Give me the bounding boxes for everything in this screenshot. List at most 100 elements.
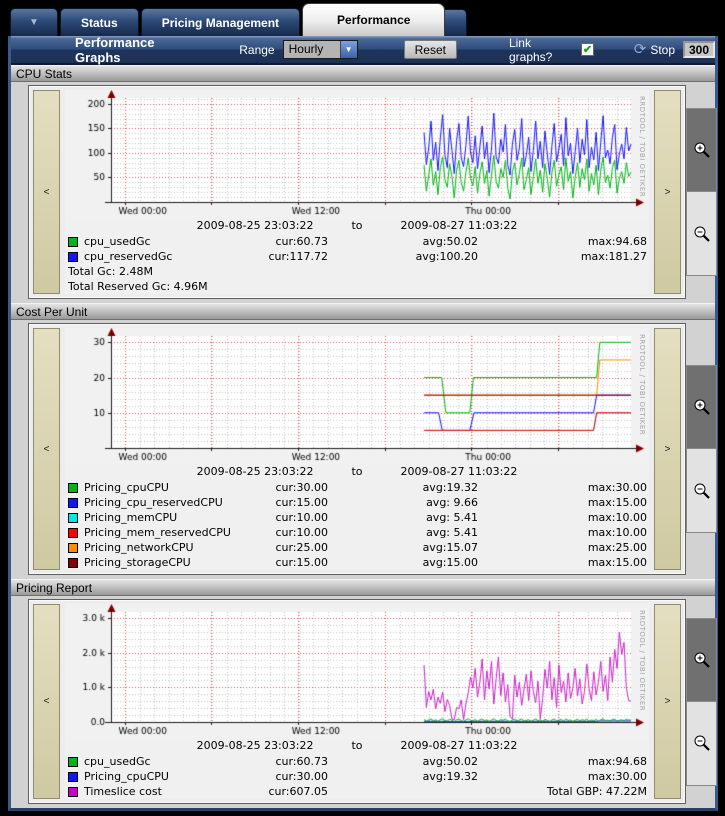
legend-cur: cur:15.00 bbox=[275, 556, 328, 569]
zoom-controls bbox=[686, 85, 717, 299]
legend-max: max:10.00 bbox=[587, 511, 647, 524]
legend-cur: cur:10.00 bbox=[275, 511, 328, 524]
legend-total-line: Total Reserved Gc: 4.96M bbox=[68, 280, 208, 293]
legend-max: max:25.00 bbox=[587, 541, 647, 554]
section-header-cost-per-unit: Cost Per Unit bbox=[11, 303, 715, 320]
zoom-in-icon bbox=[694, 652, 710, 668]
legend-name: Pricing_cpu_reservedCPU bbox=[84, 496, 223, 509]
tab-menu-button[interactable]: ▼ bbox=[10, 8, 58, 36]
scroll-left-button[interactable]: < bbox=[33, 328, 60, 570]
graph-area: RRDTOOL / TOBI OETIKER 2009-08-25 23:03:… bbox=[65, 90, 649, 294]
legend-cur: cur:607.05 bbox=[268, 785, 328, 798]
graph-panel-pricing-report: < RRDTOOL / TOBI OETIKER 2009-08-25 23:0… bbox=[28, 599, 686, 804]
zoom-out-button[interactable] bbox=[687, 701, 716, 785]
refresh-interval-input[interactable] bbox=[683, 41, 715, 58]
link-graphs-checkbox[interactable]: ✔ bbox=[581, 43, 594, 56]
cpu-stats-graph[interactable] bbox=[65, 90, 649, 218]
stop-button[interactable]: Stop bbox=[650, 42, 675, 57]
graph-legend: cpu_usedGc cur:60.73 avg:50.02 max:94.68 Pri… bbox=[68, 754, 647, 799]
pricing-report-graph[interactable] bbox=[65, 604, 649, 738]
tab-pricing-management[interactable]: Pricing Management bbox=[140, 8, 301, 36]
tab-status[interactable]: Status bbox=[60, 8, 139, 36]
series-swatch-icon bbox=[68, 771, 78, 782]
legend-avg: avg: 5.41 bbox=[426, 511, 478, 524]
refresh-icon[interactable]: ⟳ bbox=[633, 40, 647, 58]
range-select[interactable]: Hourly ▼ bbox=[282, 40, 358, 59]
legend-max: Total GBP: 47.22M bbox=[546, 785, 647, 798]
series-swatch-icon bbox=[68, 756, 78, 767]
section-header-pricing-report: Pricing Report bbox=[11, 579, 715, 596]
legend-row: Pricing_storageCPU cur:15.00 avg:15.00 max:… bbox=[68, 555, 647, 570]
legend-name: cpu_reservedGc bbox=[84, 250, 173, 263]
legend-avg: avg:50.02 bbox=[422, 755, 478, 768]
legend-row: Pricing_cpuCPU cur:30.00 avg:19.32 max:30.0… bbox=[68, 769, 647, 784]
graph-legend: Pricing_cpuCPU cur:30.00 avg:19.32 max:30.0… bbox=[68, 480, 647, 570]
zoom-out-icon bbox=[694, 483, 710, 499]
series-swatch-icon bbox=[68, 236, 78, 247]
legend-cur: cur:30.00 bbox=[275, 481, 328, 494]
legend-cur: cur:25.00 bbox=[275, 541, 328, 554]
legend-row: Pricing_networkCPU cur:25.00 avg:15.07 max:… bbox=[68, 540, 647, 555]
legend-name: Pricing_networkCPU bbox=[84, 541, 194, 554]
tab-performance[interactable]: Performance bbox=[302, 3, 446, 36]
legend-max: max:10.00 bbox=[587, 526, 647, 539]
link-graphs-label: Link graphs? bbox=[508, 35, 553, 64]
graph-area: RRDTOOL / TOBI OETIKER 2009-08-25 23:03:… bbox=[65, 604, 649, 799]
zoom-out-button[interactable] bbox=[687, 449, 716, 532]
legend-avg: avg:15.07 bbox=[422, 541, 478, 554]
legend-name: Pricing_memCPU bbox=[84, 511, 178, 524]
series-swatch-icon bbox=[68, 482, 78, 493]
legend-row: Pricing_cpu_reservedCPU cur:15.00 avg: 9.6… bbox=[68, 495, 647, 510]
legend-avg: avg:100.20 bbox=[415, 250, 478, 263]
scroll-left-button[interactable]: < bbox=[33, 90, 60, 294]
reset-button[interactable]: Reset bbox=[403, 40, 457, 59]
section-header-cpu-stats: CPU Stats bbox=[11, 65, 715, 82]
graph-legend: cpu_usedGc cur:60.73 avg:50.02 max:94.68 cpu… bbox=[68, 234, 647, 294]
main-container: Performance Graphs Range Hourly ▼ Reset … bbox=[8, 35, 718, 811]
graph-date-range: 2009-08-25 23:03:22 to 2009-08-27 11:03:… bbox=[196, 465, 518, 478]
zoom-in-button[interactable] bbox=[687, 366, 716, 449]
zoom-controls bbox=[686, 599, 717, 804]
legend-name: Pricing_cpuCPU bbox=[84, 770, 169, 783]
legend-row: cpu_usedGc cur:60.73 avg:50.02 max:94.68 bbox=[68, 234, 647, 249]
tab-bar: ▼ Status Pricing Management Performance bbox=[8, 0, 718, 36]
legend-row: Timeslice cost cur:607.05 Total GBP: 47.22… bbox=[68, 784, 647, 799]
scroll-right-button[interactable]: > bbox=[654, 90, 681, 294]
zoom-out-icon bbox=[694, 735, 710, 751]
legend-cur: cur:60.73 bbox=[275, 235, 328, 248]
legend-cur: cur:30.00 bbox=[275, 770, 328, 783]
toolbar: Performance Graphs Range Hourly ▼ Reset … bbox=[11, 35, 715, 65]
zoom-out-icon bbox=[694, 226, 710, 242]
legend-row: cpu_usedGc cur:60.73 avg:50.02 max:94.68 bbox=[68, 754, 647, 769]
rrdtool-watermark: RRDTOOL / TOBI OETIKER bbox=[638, 96, 646, 198]
zoom-controls bbox=[686, 323, 717, 575]
legend-max: max:30.00 bbox=[587, 481, 647, 494]
zoom-in-button[interactable] bbox=[687, 618, 716, 702]
series-swatch-icon bbox=[68, 251, 78, 262]
section-pricing-report: Pricing Report < RRDTOOL / TOBI OETIKER … bbox=[11, 579, 717, 808]
graph-panel-cost-per-unit: < RRDTOOL / TOBI OETIKER 2009-08-25 23:0… bbox=[28, 323, 686, 575]
legend-name: Pricing_cpuCPU bbox=[84, 481, 169, 494]
legend-row: cpu_reservedGc cur:117.72 avg:100.20 max:18… bbox=[68, 249, 647, 264]
legend-row: Pricing_memCPU cur:10.00 avg: 5.41 max:10.0… bbox=[68, 510, 647, 525]
legend-name: Timeslice cost bbox=[84, 785, 162, 798]
scroll-right-button[interactable]: > bbox=[654, 604, 681, 799]
cost-per-unit-graph[interactable] bbox=[65, 328, 649, 464]
series-swatch-icon bbox=[68, 527, 78, 538]
series-swatch-icon bbox=[68, 512, 78, 523]
section-cpu-stats: CPU Stats < RRDTOOL / TOBI OETIKER 2009-… bbox=[11, 65, 717, 303]
series-swatch-icon bbox=[68, 542, 78, 553]
zoom-in-icon bbox=[694, 399, 710, 415]
legend-total-line: Total Gc: 2.48M bbox=[68, 265, 153, 278]
zoom-in-icon bbox=[694, 142, 710, 158]
series-swatch-icon bbox=[68, 497, 78, 508]
chevron-down-icon: ▼ bbox=[339, 41, 357, 58]
scroll-left-button[interactable]: < bbox=[33, 604, 60, 799]
zoom-in-button[interactable] bbox=[687, 109, 716, 192]
scroll-right-button[interactable]: > bbox=[654, 328, 681, 570]
menu-arrow-icon: ▼ bbox=[29, 17, 39, 28]
series-swatch-icon bbox=[68, 786, 78, 797]
zoom-out-button[interactable] bbox=[687, 192, 716, 275]
series-swatch-icon bbox=[68, 557, 78, 568]
legend-row: Pricing_cpuCPU cur:30.00 avg:19.32 max:30.0… bbox=[68, 480, 647, 495]
